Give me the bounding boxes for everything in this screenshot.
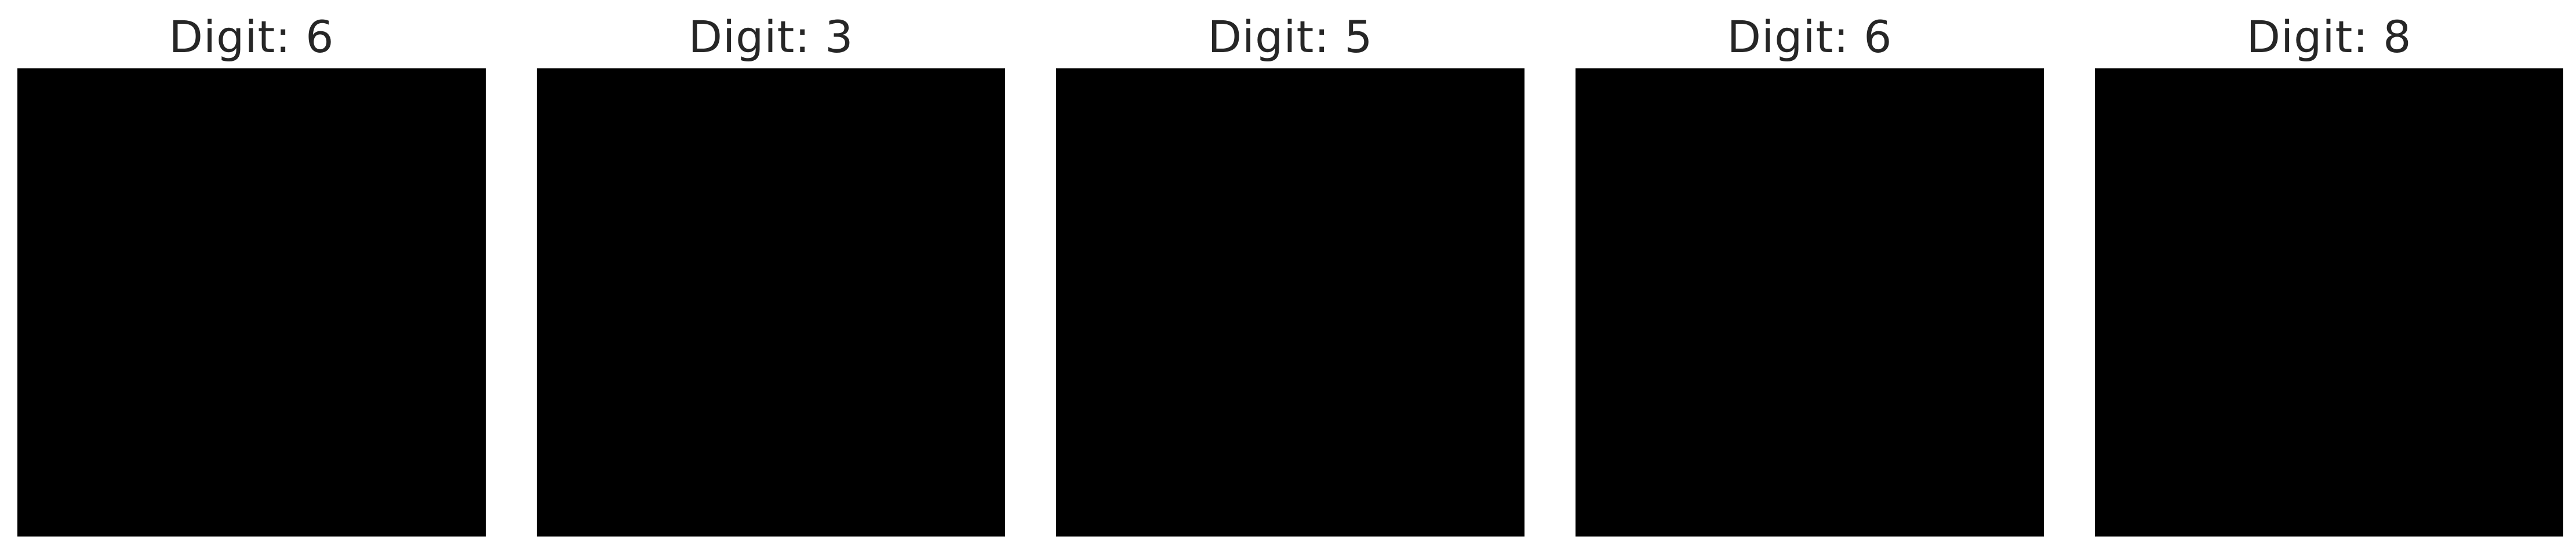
panel-title: Digit: 6 [1727,11,1893,63]
panel-title: Digit: 6 [169,11,334,63]
digit-image [1576,68,2044,537]
panel-title: Digit: 3 [688,11,854,63]
digit-panel-1: Digit: 6 [17,0,486,551]
panel-title: Digit: 5 [1207,11,1373,63]
digit-panel-5: Digit: 8 [2095,0,2563,551]
panel-title: Digit: 8 [2246,11,2412,63]
digit-panel-4: Digit: 6 [1576,0,2044,551]
digit-panel-2: Digit: 3 [537,0,1005,551]
digit-panel-3: Digit: 5 [1056,0,1525,551]
digit-image [1056,68,1525,537]
digit-image [537,68,1005,537]
digit-image [17,68,486,537]
digit-image [2095,68,2563,537]
